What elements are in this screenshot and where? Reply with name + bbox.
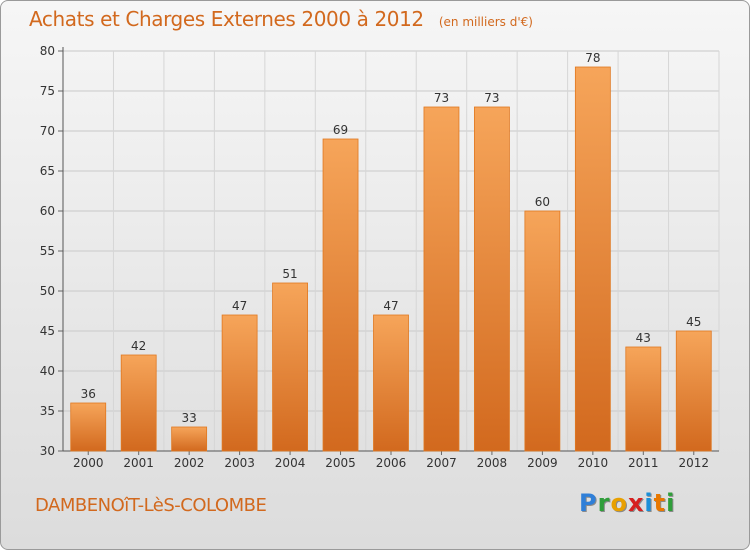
bar-2001 (120, 354, 157, 452)
data-label-2011: 43 (636, 331, 651, 345)
data-label-2000: 36 (81, 387, 96, 401)
bar-2004 (272, 282, 308, 452)
y-tick-label: 45 (40, 324, 55, 338)
x-tick-label-2004: 2004 (275, 456, 306, 470)
x-tick-label-2001: 2001 (123, 456, 154, 470)
y-tick-label: 60 (40, 204, 55, 218)
y-tick-label: 30 (40, 444, 55, 458)
x-tick-label-2006: 2006 (376, 456, 407, 470)
bar-2008 (474, 106, 510, 452)
y-tick-label: 35 (40, 404, 55, 418)
y-tick-label: 75 (40, 84, 55, 98)
bar-2012 (675, 330, 712, 452)
x-tick-label-2005: 2005 (325, 456, 356, 470)
bar-2000 (70, 402, 107, 452)
x-tick-label-2003: 2003 (224, 456, 255, 470)
bar-2011 (625, 346, 662, 452)
logo-letter: t (653, 489, 667, 517)
y-tick-label: 70 (40, 124, 55, 138)
chart-title: Achats et Charges Externes 2000 à 2012 (29, 7, 424, 31)
bar-2009 (524, 210, 561, 452)
logo-letter: i (666, 489, 676, 517)
x-tick-label-2011: 2011 (628, 456, 659, 470)
x-tick-label-2012: 2012 (678, 456, 709, 470)
logo-letter: x (627, 489, 645, 517)
proxiti-logo: Proxiti (579, 489, 675, 517)
data-label-2005: 69 (333, 123, 348, 137)
y-tick-label: 55 (40, 244, 55, 258)
logo-letter: P (579, 489, 598, 517)
bar-2007 (423, 106, 460, 452)
data-label-2003: 47 (232, 299, 247, 313)
chart-header: Achats et Charges Externes 2000 à 2012 (… (29, 7, 533, 31)
data-label-2009: 60 (535, 195, 550, 209)
bar-2005 (322, 138, 359, 452)
commune-name: DAMBENOîT-LèS-COLOMBE (35, 495, 267, 516)
x-tick-label-2009: 2009 (527, 456, 558, 470)
data-label-2012: 45 (686, 315, 701, 329)
data-label-2010: 78 (585, 51, 600, 65)
data-label-2001: 42 (131, 339, 146, 353)
x-tick-label-2007: 2007 (426, 456, 457, 470)
logo-letter: o (610, 489, 628, 517)
bar-2002 (171, 426, 208, 452)
y-tick-label: 65 (40, 164, 55, 178)
bar-2006 (373, 314, 409, 452)
data-label-2002: 33 (182, 411, 197, 425)
data-label-2008: 73 (484, 91, 499, 105)
chart-unit: (en milliers d'€) (438, 15, 533, 29)
data-labels: 36 42 33 47 51 69 47 73 73 60 78 43 45 (81, 51, 702, 425)
data-label-2004: 51 (282, 267, 297, 281)
x-tick-label-2010: 2010 (578, 456, 609, 470)
logo-letter: r (597, 489, 611, 517)
x-tick-label-2008: 2008 (477, 456, 508, 470)
data-label-2006: 47 (383, 299, 398, 313)
x-tick-label-2000: 2000 (73, 456, 104, 470)
data-label-2007: 73 (434, 91, 449, 105)
y-tick-label: 80 (40, 44, 55, 58)
logo-letter: i (644, 489, 654, 517)
bar-2010 (574, 66, 611, 452)
y-tick-label: 40 (40, 364, 55, 378)
y-tick-label: 50 (40, 284, 55, 298)
bar-2003 (221, 314, 258, 452)
bars (70, 66, 712, 452)
x-tick-label-2002: 2002 (174, 456, 205, 470)
